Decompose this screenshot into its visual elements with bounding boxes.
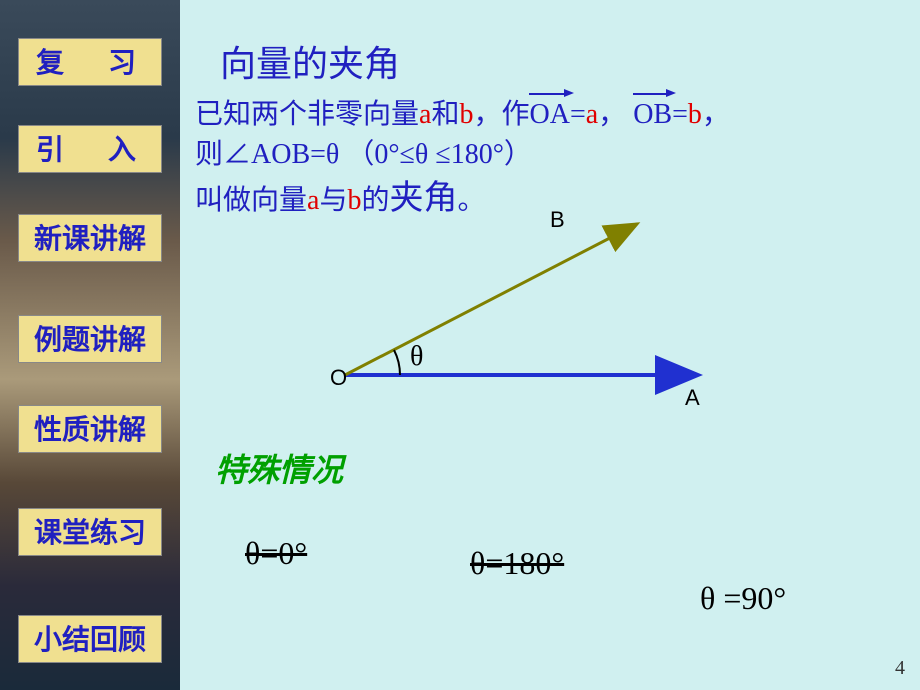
vector-OB-line bbox=[345, 225, 635, 375]
nav-summary[interactable]: 小结回顾 bbox=[18, 615, 162, 663]
nav-intro[interactable]: 引 入 bbox=[18, 125, 162, 173]
vector-OB: OB bbox=[633, 95, 672, 134]
vector-b: b bbox=[688, 99, 702, 130]
case-theta-0: θ=0° bbox=[245, 535, 307, 572]
definition-line-2: 则∠AOB=θ （0°≤θ ≤180°） bbox=[195, 135, 532, 174]
label-A: A bbox=[685, 385, 700, 410]
text: ，作 bbox=[473, 99, 529, 130]
text: （0°≤ bbox=[339, 139, 415, 170]
vector-a: a bbox=[586, 99, 598, 130]
nav-property[interactable]: 性质讲解 bbox=[18, 405, 162, 453]
page-number: 4 bbox=[895, 657, 905, 680]
text: = bbox=[570, 99, 586, 130]
text: 则∠AOB= bbox=[195, 139, 326, 170]
nav-example[interactable]: 例题讲解 bbox=[18, 315, 162, 363]
text: ， bbox=[598, 99, 633, 130]
definition-line-1: 已知两个非零向量a和b，作OA=a， OB=b， bbox=[195, 95, 730, 134]
vector-a: a bbox=[419, 99, 431, 130]
vector-angle-diagram: O A B θ bbox=[195, 205, 915, 425]
page-title: 向量的夹角 bbox=[220, 35, 400, 87]
label-O: O bbox=[330, 365, 347, 390]
case-theta-90: θ =90° bbox=[700, 580, 786, 617]
nav-new-lesson[interactable]: 新课讲解 bbox=[18, 214, 162, 262]
theta: θ bbox=[415, 139, 428, 170]
nav-exercise[interactable]: 课堂练习 bbox=[18, 508, 162, 556]
label-theta: θ bbox=[410, 341, 423, 372]
sidebar: 复 习 引 入 新课讲解 例题讲解 性质讲解 课堂练习 小结回顾 bbox=[0, 0, 180, 690]
text: = bbox=[672, 99, 688, 130]
vector-OA: OA bbox=[529, 95, 569, 134]
text: ， bbox=[702, 99, 730, 130]
special-cases-title: 特殊情况 bbox=[215, 445, 343, 491]
text: 和 bbox=[431, 99, 459, 130]
text: 已知两个非零向量 bbox=[195, 99, 419, 130]
angle-arc bbox=[394, 350, 400, 375]
text: ≤180°） bbox=[428, 139, 532, 170]
theta: θ bbox=[326, 139, 339, 170]
content-area: 向量的夹角 已知两个非零向量a和b，作OA=a， OB=b， 则∠AOB=θ （… bbox=[180, 0, 920, 690]
label-B: B bbox=[550, 207, 565, 232]
nav-review[interactable]: 复 习 bbox=[18, 38, 162, 86]
vector-b: b bbox=[459, 99, 473, 130]
case-theta-180: θ=180° bbox=[470, 545, 564, 582]
